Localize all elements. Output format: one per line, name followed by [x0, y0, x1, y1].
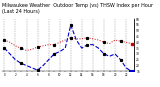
Text: Milwaukee Weather  Outdoor Temp (vs) THSW Index per Hour (Last 24 Hours): Milwaukee Weather Outdoor Temp (vs) THSW…: [2, 3, 153, 14]
